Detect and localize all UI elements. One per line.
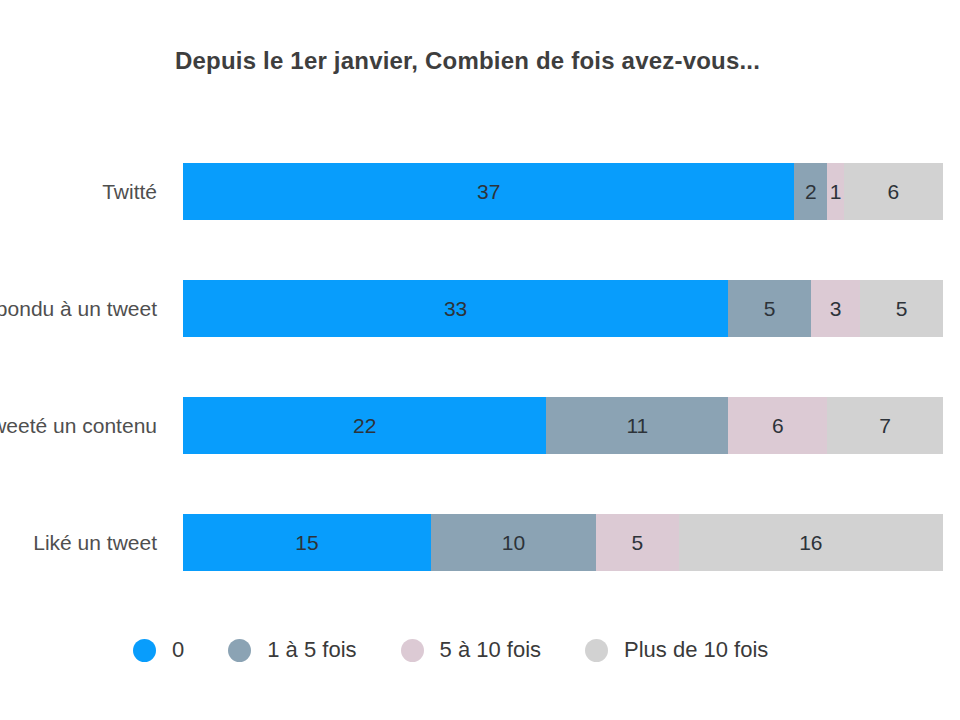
segment-value: 6	[772, 414, 784, 438]
bar-segment: 5	[596, 514, 679, 571]
segment-value: 15	[295, 531, 318, 555]
bar-segment: 2	[794, 163, 827, 220]
legend-swatch-icon	[228, 639, 251, 662]
segment-value: 11	[626, 414, 648, 438]
bar-row: Twitté 37 21 6	[0, 163, 960, 220]
segment-value: 1	[830, 180, 842, 204]
legend: 0 1 à 5 fois 5 à 10 fois Plus de 10 fois	[133, 637, 768, 663]
bar-segment: 3	[811, 280, 861, 337]
legend-item: 0	[133, 637, 184, 663]
category-label: Twitté	[102, 180, 157, 204]
bar-row: Liké un tweet 15 10 5 16	[0, 514, 960, 571]
legend-label: Plus de 10 fois	[624, 637, 768, 663]
segment-value: 22	[353, 414, 376, 438]
legend-label: 0	[172, 637, 184, 663]
segment-value: 7	[879, 414, 891, 438]
legend-swatch-icon	[133, 639, 156, 662]
segment-value: 16	[799, 531, 822, 555]
stacked-bar: 33 5 3 5	[183, 280, 943, 337]
bar-segment: 22	[183, 397, 546, 454]
stacked-bar: 22 11 6 7	[183, 397, 943, 454]
bar-segment: 37	[183, 163, 794, 220]
segment-value: 6	[888, 180, 900, 204]
stacked-bar: 15 10 5 16	[183, 514, 943, 571]
segment-value: 37	[477, 180, 500, 204]
legend-item: 5 à 10 fois	[401, 637, 542, 663]
bar-segment: 6	[728, 397, 827, 454]
bar-segment: 6	[844, 163, 943, 220]
segment-value: 5	[632, 531, 644, 555]
legend-swatch-icon	[585, 639, 608, 662]
segment-value: 3	[830, 297, 842, 321]
bar-row: Retweeté un contenu 22 11 6 7	[0, 397, 960, 454]
category-label: Liké un tweet	[33, 531, 157, 555]
category-label-wrap: Répondu à un tweet	[0, 280, 183, 337]
category-label: Répondu à un tweet	[0, 297, 157, 321]
bar-segment: 16	[679, 514, 943, 571]
bar-segment: 10	[431, 514, 596, 571]
bar-segment: 1	[827, 163, 844, 220]
segment-value: 2	[805, 180, 817, 204]
bar-rows: Twitté37216Répondu à un tweet33535Retwee…	[0, 0, 960, 720]
segment-value: 33	[444, 297, 467, 321]
legend-item: Plus de 10 fois	[585, 637, 768, 663]
legend-item: 1 à 5 fois	[228, 637, 356, 663]
category-label: Retweeté un contenu	[0, 414, 157, 438]
bar-segment: 33	[183, 280, 728, 337]
bar-segment: 5	[860, 280, 943, 337]
bar-segment: 7	[827, 397, 943, 454]
bar-row: Répondu à un tweet 33 5 3 5	[0, 280, 960, 337]
stacked-bar: 37 21 6	[183, 163, 943, 220]
segment-value: 5	[896, 297, 908, 321]
legend-label: 5 à 10 fois	[440, 637, 542, 663]
segment-value: 10	[502, 531, 525, 555]
category-label-wrap: Twitté	[0, 163, 183, 220]
bar-segment: 15	[183, 514, 431, 571]
legend-label: 1 à 5 fois	[267, 637, 356, 663]
segment-value: 5	[764, 297, 776, 321]
bar-segment: 5	[728, 280, 811, 337]
bar-segment: 11	[546, 397, 728, 454]
category-label-wrap: Liké un tweet	[0, 514, 183, 571]
legend-swatch-icon	[401, 639, 424, 662]
category-label-wrap: Retweeté un contenu	[0, 397, 183, 454]
